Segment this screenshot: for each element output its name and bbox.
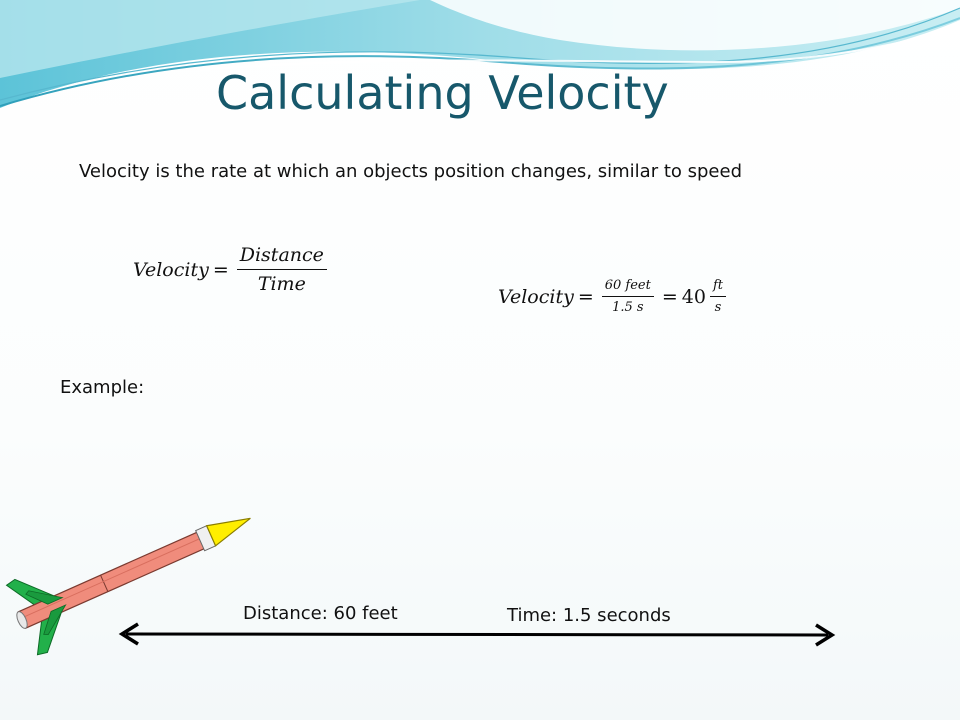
fraction-denominator: 1.5 s bbox=[612, 300, 644, 315]
unit-denominator: s bbox=[714, 300, 722, 315]
fraction-denominator: Time bbox=[257, 273, 306, 295]
example-calculation: Velocity = 60 feet 1.5 s = 40 ft s bbox=[498, 278, 730, 315]
distance-over-time-fraction: Distance Time bbox=[236, 244, 327, 295]
unit-fraction: ft s bbox=[709, 278, 727, 315]
feet-over-seconds-fraction: 60 feet 1.5 s bbox=[601, 278, 654, 315]
fraction-numerator: 60 feet bbox=[601, 278, 654, 297]
example-label: Example: bbox=[60, 377, 145, 398]
wave-header-decoration bbox=[0, 0, 960, 108]
fraction-numerator: Distance bbox=[236, 244, 327, 270]
result-value: 40 bbox=[681, 285, 706, 308]
distance-label: Distance: 60 feet bbox=[243, 603, 398, 624]
definition-text: Velocity is the rate at which an objects… bbox=[79, 161, 742, 182]
equals-sign: = bbox=[212, 258, 229, 281]
equals-sign: = bbox=[661, 285, 678, 308]
formula-lhs: Velocity bbox=[133, 258, 209, 281]
velocity-formula: Velocity = Distance Time bbox=[133, 244, 331, 295]
slide-title: Calculating Velocity bbox=[216, 66, 669, 120]
double-headed-arrow bbox=[118, 622, 836, 647]
equals-sign: = bbox=[577, 285, 594, 308]
formula-lhs: Velocity bbox=[498, 285, 574, 308]
time-label: Time: 1.5 seconds bbox=[507, 605, 671, 626]
rocket-illustration bbox=[5, 517, 251, 656]
unit-numerator: ft bbox=[709, 278, 727, 297]
